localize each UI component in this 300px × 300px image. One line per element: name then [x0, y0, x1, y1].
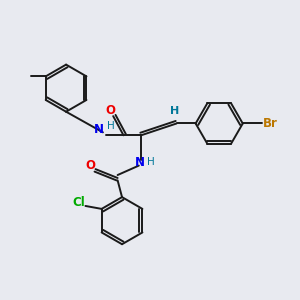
Text: Br: Br	[263, 117, 278, 130]
Text: O: O	[85, 159, 95, 172]
Text: H: H	[107, 122, 115, 131]
Text: H: H	[147, 157, 154, 167]
Text: N: N	[135, 156, 145, 169]
Text: N: N	[94, 124, 104, 136]
Text: H: H	[170, 106, 180, 116]
Text: O: O	[106, 104, 116, 117]
Text: Cl: Cl	[73, 196, 85, 209]
